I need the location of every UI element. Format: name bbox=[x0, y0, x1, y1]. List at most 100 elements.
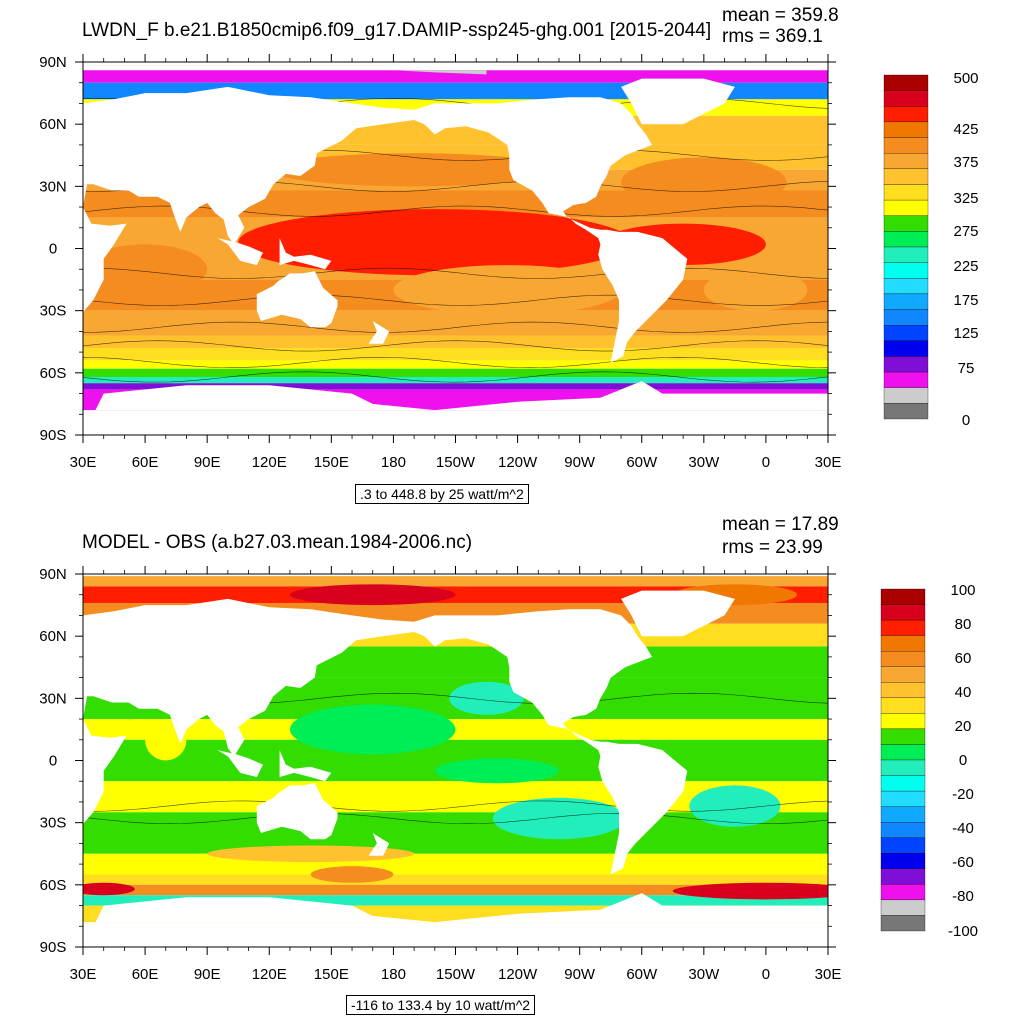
colorbar-box-2 bbox=[883, 106, 929, 123]
colorbar-box-4 bbox=[880, 651, 926, 667]
field-patch-5 bbox=[393, 265, 622, 315]
contour-line-2 bbox=[83, 800, 828, 812]
field-band-11 bbox=[83, 347, 828, 361]
land-mass-8 bbox=[368, 833, 390, 856]
land-mass-5 bbox=[95, 893, 828, 923]
y-tick-label-4: 30S bbox=[40, 303, 67, 320]
field-patch-4 bbox=[83, 244, 208, 295]
field-band-11 bbox=[83, 874, 828, 885]
colorbar-box-5 bbox=[880, 666, 926, 683]
x-tick-label-1: 60E bbox=[132, 966, 159, 983]
x-tick-label-4: 150E bbox=[314, 454, 349, 471]
land-mass-0 bbox=[83, 598, 415, 757]
colorbar-label-0: 500 bbox=[953, 70, 978, 87]
colorbar-box-4 bbox=[883, 137, 929, 154]
colorbar-box-12 bbox=[880, 775, 926, 792]
field-patch-6 bbox=[310, 866, 394, 883]
colorbar-box-1 bbox=[880, 604, 926, 621]
colorbar-box-17 bbox=[883, 340, 929, 357]
x-tick-label-12: 30E bbox=[815, 966, 842, 983]
colorbar-box-21 bbox=[883, 403, 929, 420]
land-mass-3 bbox=[414, 97, 688, 363]
field-patch-12 bbox=[207, 845, 415, 863]
top-rms-label: rms = 369.1 bbox=[722, 26, 823, 47]
x-tick-label-2: 90E bbox=[194, 454, 221, 471]
colorbar-box-7 bbox=[883, 184, 929, 201]
field-band-10 bbox=[83, 853, 828, 875]
x-tick-label-1: 60E bbox=[132, 454, 159, 471]
top-range-label: .3 to 448.8 by 25 watt/m^2 bbox=[355, 484, 529, 504]
colorbar-box-13 bbox=[880, 790, 926, 807]
y-tick-label-6: 90S bbox=[40, 939, 67, 956]
x-tick-label-6: 150W bbox=[436, 966, 476, 983]
colorbar-box-6 bbox=[883, 168, 929, 185]
land-mass-2 bbox=[256, 271, 338, 328]
bottom-rms-label: rms = 23.99 bbox=[722, 537, 823, 558]
colorbar-box-3 bbox=[883, 121, 929, 138]
colorbar-label-4: 20 bbox=[955, 718, 972, 735]
colorbar-label-8: -60 bbox=[952, 854, 974, 871]
y-tick-label-5: 60S bbox=[40, 365, 67, 382]
contour-line-7 bbox=[83, 340, 828, 352]
field-patch-3 bbox=[289, 704, 456, 755]
y-tick-label-3: 0 bbox=[49, 753, 57, 770]
colorbar-label-6: -20 bbox=[952, 786, 974, 803]
colorbar-label-2: 375 bbox=[953, 154, 978, 171]
colorbar-box-1 bbox=[883, 90, 929, 107]
field-band-14 bbox=[83, 376, 828, 384]
y-tick-label-3: 0 bbox=[49, 241, 57, 258]
land-mass-6 bbox=[279, 238, 332, 270]
land-mass-4 bbox=[621, 78, 735, 125]
x-tick-label-9: 60W bbox=[626, 966, 658, 983]
colorbar-label-6: 175 bbox=[953, 292, 978, 309]
colorbar-box-0 bbox=[883, 74, 929, 91]
land-mass-0 bbox=[83, 86, 415, 245]
y-tick-label-4: 30S bbox=[40, 815, 67, 832]
x-tick-label-5: 180 bbox=[381, 966, 406, 983]
land-mass-3 bbox=[414, 609, 688, 875]
colorbar-box-18 bbox=[880, 868, 926, 885]
field-patch-0 bbox=[449, 681, 524, 715]
map-field bbox=[83, 576, 828, 923]
colorbar-box-6 bbox=[880, 682, 926, 698]
colorbar-box-13 bbox=[883, 278, 929, 295]
x-tick-label-6: 150W bbox=[436, 454, 476, 471]
colorbar-box-5 bbox=[883, 153, 929, 169]
land-mass-5 bbox=[95, 381, 828, 411]
contour-line-4 bbox=[83, 267, 828, 279]
colorbar-label-1: 80 bbox=[955, 616, 972, 633]
sea-ice-patch bbox=[393, 70, 487, 75]
land-mass-2 bbox=[256, 783, 338, 840]
colorbar-label-3: 325 bbox=[953, 190, 978, 207]
colorbar-label-1: 425 bbox=[953, 121, 978, 138]
colorbar-box-20 bbox=[880, 899, 926, 916]
colorbar-box-17 bbox=[880, 853, 926, 869]
field-patch-4 bbox=[434, 758, 559, 784]
colorbar-box-3 bbox=[880, 635, 926, 652]
colorbar-box-19 bbox=[880, 884, 926, 901]
y-tick-label-1: 60N bbox=[39, 116, 67, 133]
colorbar-label-2: 60 bbox=[955, 650, 972, 667]
y-tick-label-2: 30N bbox=[39, 178, 67, 195]
colorbar-box-15 bbox=[880, 822, 926, 838]
x-tick-label-12: 30E bbox=[815, 454, 842, 471]
colorbar-box-7 bbox=[880, 697, 926, 714]
top-panel: LWDN_F b.e21.B1850cmip6.f09_g17.DAMIP-ss… bbox=[39, 5, 979, 504]
contour-line-5 bbox=[83, 294, 828, 306]
colorbar-box-21 bbox=[880, 915, 926, 932]
field-patch-1 bbox=[492, 797, 626, 840]
field-patch-8 bbox=[83, 882, 135, 896]
colorbar-box-11 bbox=[880, 759, 926, 776]
field-band-13 bbox=[83, 895, 828, 906]
field-patch-2 bbox=[689, 785, 781, 827]
x-tick-label-5: 180 bbox=[381, 454, 406, 471]
colorbar-box-9 bbox=[883, 215, 929, 232]
land-mass-1 bbox=[83, 696, 127, 825]
field-band-13 bbox=[83, 368, 828, 377]
colorbar-box-8 bbox=[880, 713, 926, 730]
field-patch-3 bbox=[621, 157, 787, 208]
bottom-range-label: -116 to 133.4 by 10 watt/m^2 bbox=[346, 995, 536, 1015]
colorbar-box-15 bbox=[883, 309, 929, 326]
x-tick-label-11: 0 bbox=[762, 966, 770, 983]
colorbar-label-9: -80 bbox=[952, 888, 974, 905]
